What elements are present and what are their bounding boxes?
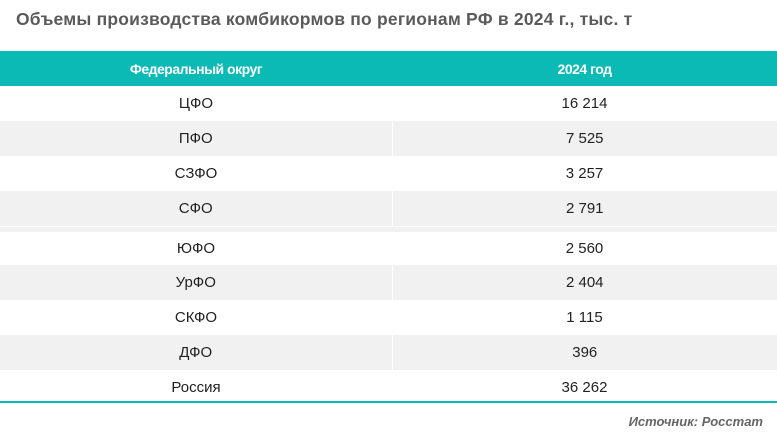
column-header-region: Федеральный округ [129,60,263,77]
value-cell: 1 115 [566,309,603,326]
table-row: ЮФО 2 560 [0,232,777,265]
table-row: УрФО 2 404 [0,265,777,300]
region-cell: СФО [0,191,393,226]
table-row: ЦФО 16 214 [0,86,777,121]
table-header: Федеральный округ 2024 год [0,51,777,86]
value-cell: 16 214 [561,95,608,112]
value-cell: 2 404 [565,274,604,291]
table-row: СЗФО 3 257 [0,156,777,191]
value-cell: 7 525 [565,130,604,147]
region-cell: ЦФО [178,95,214,112]
table-row: ДФО 396 [0,335,777,370]
chart-title: Объемы производства комбикормов по регио… [16,9,633,29]
region-cell: УрФО [0,265,393,300]
table-row: СФО 2 791 [0,191,777,226]
region-cell: СКФО [174,309,218,326]
row-separator [0,227,777,232]
region-cell: СЗФО [174,165,218,182]
source-note: Источник: Росстат [628,414,763,429]
region-cell: ЮФО [176,240,216,257]
table-row: Россия 36 262 [0,370,777,405]
value-cell: 396 [572,344,598,361]
value-cell: 2 560 [565,240,604,257]
region-cell: ДФО [0,335,393,370]
value-cell: 2 791 [565,200,604,217]
value-cell: 3 257 [565,165,604,182]
column-header-year: 2024 год [557,60,612,77]
table-bottom-line [0,401,777,403]
region-cell: Россия [171,379,221,396]
data-table: Федеральный округ 2024 год ЦФО 16 214 ПФО 7… [0,51,777,405]
table-row: ПФО 7 525 [0,121,777,156]
region-cell: ПФО [0,121,393,156]
table-row: СКФО 1 115 [0,300,777,335]
value-cell: 36 262 [561,379,608,396]
